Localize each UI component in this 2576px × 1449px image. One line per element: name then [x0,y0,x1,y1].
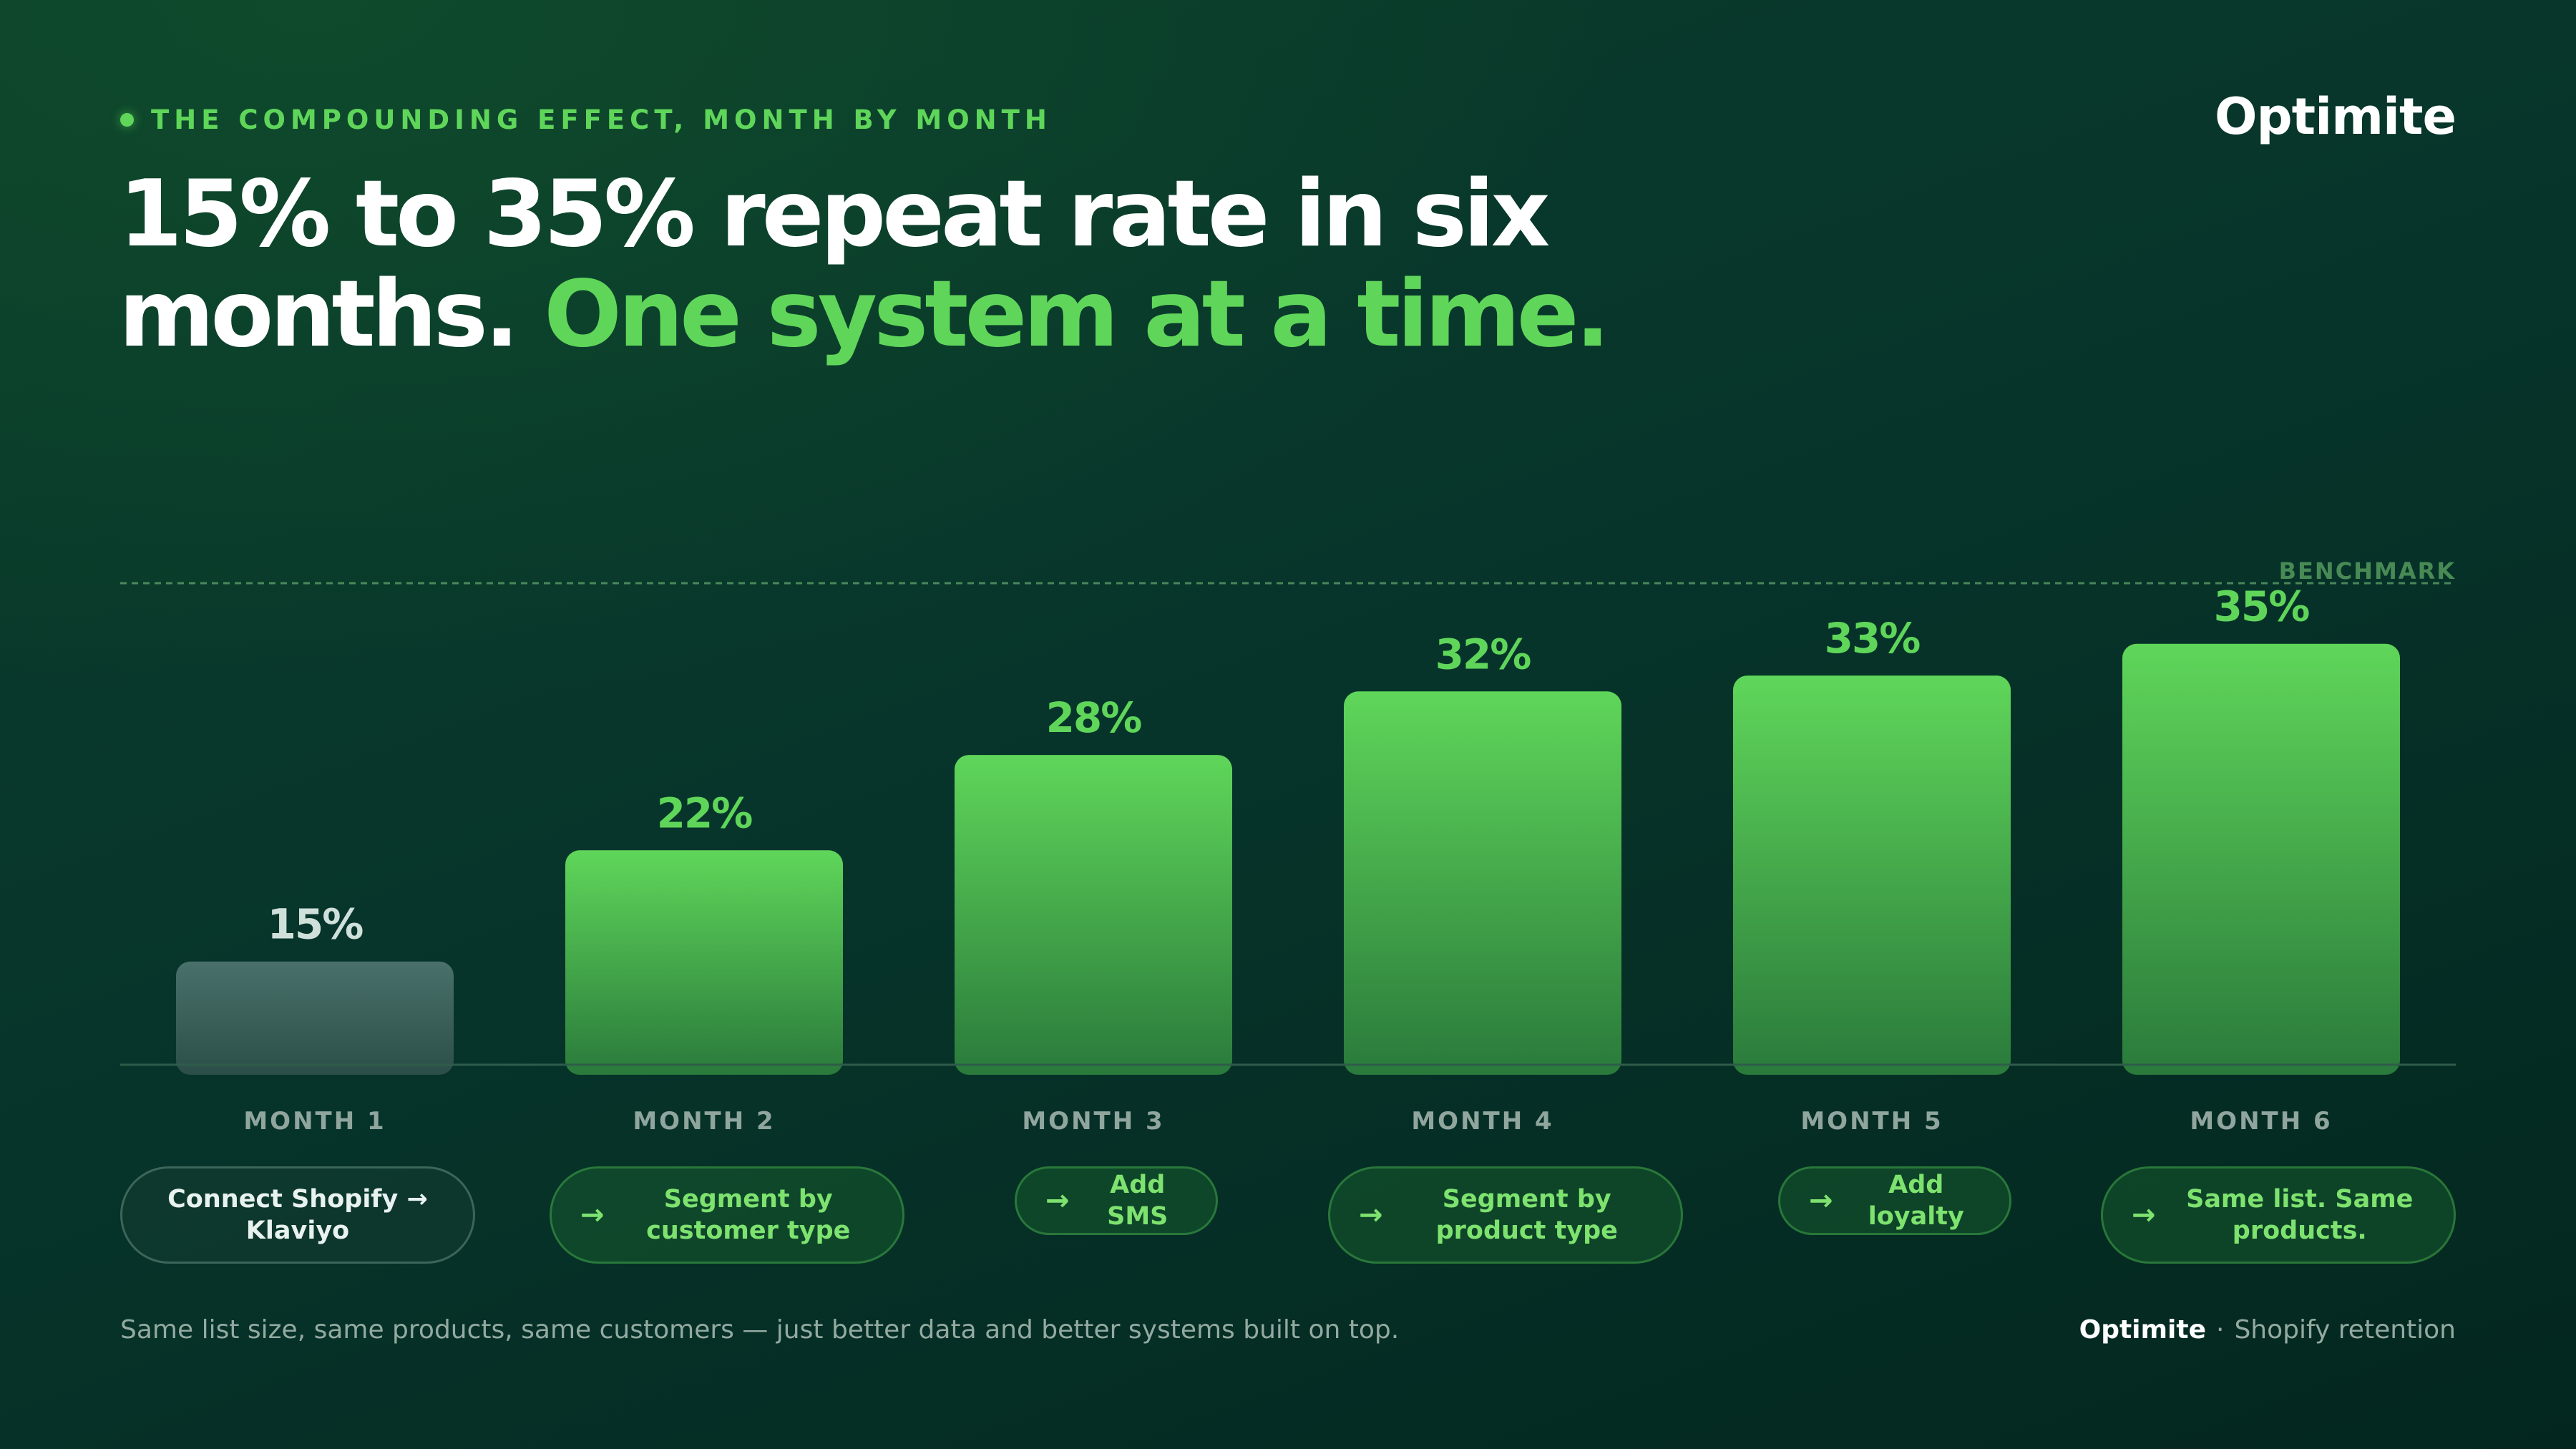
footer-brand: Optimite [2079,1315,2206,1345]
category-label-4: MONTH 4 [1411,1107,1553,1136]
value-label-6: 35% [2214,582,2310,631]
bar-6 [2122,643,2400,1075]
footer-tagline: Shopify retention [2234,1315,2456,1345]
arrow-right-icon: → [1045,1184,1070,1217]
step-pill-5: → Add loyalty [1778,1166,2011,1235]
footer-note: Same list size, same products, same cust… [120,1315,1400,1345]
bar-3 [955,755,1232,1075]
step-label-6: Same list. Same products. [2186,1185,2414,1245]
footer-separator: · [2216,1315,2225,1345]
arrow-right-icon: → [1359,1199,1383,1231]
footer-brand-line: Optimite · Shopify retention [2079,1315,2456,1345]
category-label-1: MONTH 1 [243,1107,386,1136]
step-label-4: Segment by product type [1435,1185,1618,1245]
step-pill-4: → Segment by product type [1328,1166,1683,1264]
step-pill-3: → Add SMS [1015,1166,1218,1235]
step-label-1: Connect Shopify → Klaviyo [167,1185,428,1245]
category-label-6: MONTH 6 [2190,1107,2332,1136]
step-label-2: Segment by customer type [646,1185,851,1245]
value-label-5: 33% [1825,614,1921,663]
arrow-right-icon: → [1809,1184,1833,1217]
headline-line-1: 15% to 35% repeat rate in six [119,161,1550,268]
headline-line-2-white: months. [119,261,519,368]
category-label-5: MONTH 5 [1800,1107,1943,1136]
step-pill-1: Connect Shopify → Klaviyo [120,1166,475,1264]
bar-5 [1733,675,2011,1075]
bar-2 [565,850,843,1075]
eyebrow-dot-icon [120,112,134,127]
headline: 15% to 35% repeat rate in six months. On… [119,165,1836,365]
eyebrow-text: THE COMPOUNDING EFFECT, MONTH BY MONTH [151,104,1052,135]
benchmark-label: BENCHMARK [2279,557,2456,585]
category-label-2: MONTH 2 [633,1107,775,1136]
bar-4 [1344,691,1621,1075]
step-pill-6: → Same list. Same products. [2101,1166,2456,1264]
value-label-3: 28% [1046,693,1142,742]
arrow-right-icon: → [2132,1199,2156,1231]
value-label-1: 15% [268,900,364,949]
logo: Optimite [2215,87,2457,146]
step-label-5: Add loyalty [1868,1171,1964,1231]
headline-line-2-green: One system at a time. [544,261,1610,368]
step-label-3: Add SMS [1107,1171,1169,1231]
step-pill-2: → Segment by customer type [550,1166,904,1264]
bar-1 [176,961,454,1075]
arrow-right-icon: → [580,1199,605,1231]
category-label-3: MONTH 3 [1022,1107,1164,1136]
value-label-4: 32% [1435,630,1531,678]
value-label-2: 22% [657,789,753,837]
eyebrow: THE COMPOUNDING EFFECT, MONTH BY MONTH [120,102,1052,137]
